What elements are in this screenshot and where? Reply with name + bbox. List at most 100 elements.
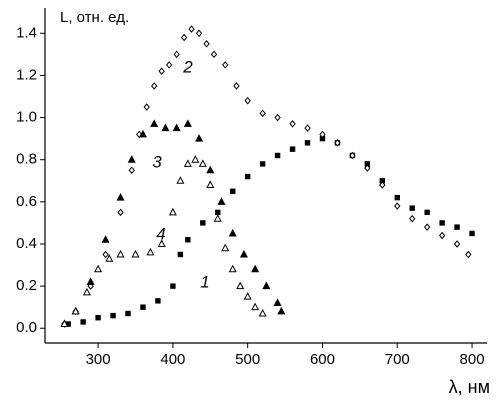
point [151,82,158,90]
point [117,208,124,217]
y-axis-label: L, отн. ед. [60,9,129,26]
point [453,240,461,248]
point [80,319,86,325]
point [150,119,159,127]
point [304,140,311,146]
point [173,50,180,59]
point [273,298,282,306]
point [244,96,251,105]
point [228,228,237,237]
point [101,235,110,243]
point [364,164,371,172]
x-tick-label: 500 [235,351,260,368]
point [146,247,155,256]
point [304,124,311,132]
point [102,250,109,259]
point [251,302,260,311]
point [165,61,173,69]
point [180,33,188,42]
point [183,119,192,127]
y-tick-label: 1.4 [16,24,37,41]
point [177,251,184,258]
point [127,155,136,163]
point [379,181,386,189]
point [71,306,80,315]
point [424,223,431,231]
point [172,123,181,132]
point [94,264,103,273]
series-label: 3 [152,152,162,171]
point [110,312,116,319]
point [195,134,204,142]
point [236,281,245,290]
point [195,29,203,38]
point [116,193,125,201]
x-tick-label: 300 [86,351,111,368]
y-tick-label: 0.2 [16,277,37,294]
point [349,151,356,160]
point [289,120,296,128]
x-tick-label: 400 [160,351,185,368]
point [128,166,135,175]
point [116,249,125,258]
point [131,249,140,258]
point [221,243,230,252]
point [217,197,226,205]
point [243,292,252,300]
point [210,50,218,59]
point [105,254,114,262]
point [200,220,206,226]
point [233,82,240,90]
series-label: 1 [200,272,209,291]
point [161,123,170,132]
point [222,61,229,69]
point [244,173,251,180]
point [438,231,446,240]
series-label: 4 [156,224,165,243]
point [394,202,401,210]
point [206,165,215,174]
point [198,159,207,167]
point [409,205,415,211]
point [213,214,222,222]
x-axis-label: λ, нм [449,377,490,397]
y-tick-label: 0.0 [16,319,37,336]
point [228,264,237,273]
x-tick-label: 800 [460,351,485,368]
point [439,220,445,226]
point [230,188,236,195]
point [258,308,267,317]
point [168,207,177,216]
x-tick-label: 700 [385,351,410,368]
point [409,214,416,223]
point [206,180,215,188]
point [140,304,146,310]
point [424,209,430,216]
y-tick-label: 1.0 [16,109,37,126]
point [239,249,248,258]
point [138,129,148,138]
point [86,277,95,285]
point [155,298,161,304]
point [394,194,400,201]
point [143,103,150,111]
point [95,315,101,321]
point [183,159,192,167]
point [334,139,341,147]
point [274,152,281,159]
y-tick-label: 1.2 [16,66,37,83]
point [319,130,326,139]
point [185,237,191,243]
point [259,161,266,167]
point [277,306,286,315]
series-label: 2 [182,57,193,76]
y-tick-label: 0.4 [16,235,37,252]
point [176,176,185,184]
point [259,109,266,118]
point [60,319,69,328]
point [203,40,210,48]
point [82,287,91,296]
point [289,146,296,152]
point [170,283,176,289]
point [157,239,166,247]
